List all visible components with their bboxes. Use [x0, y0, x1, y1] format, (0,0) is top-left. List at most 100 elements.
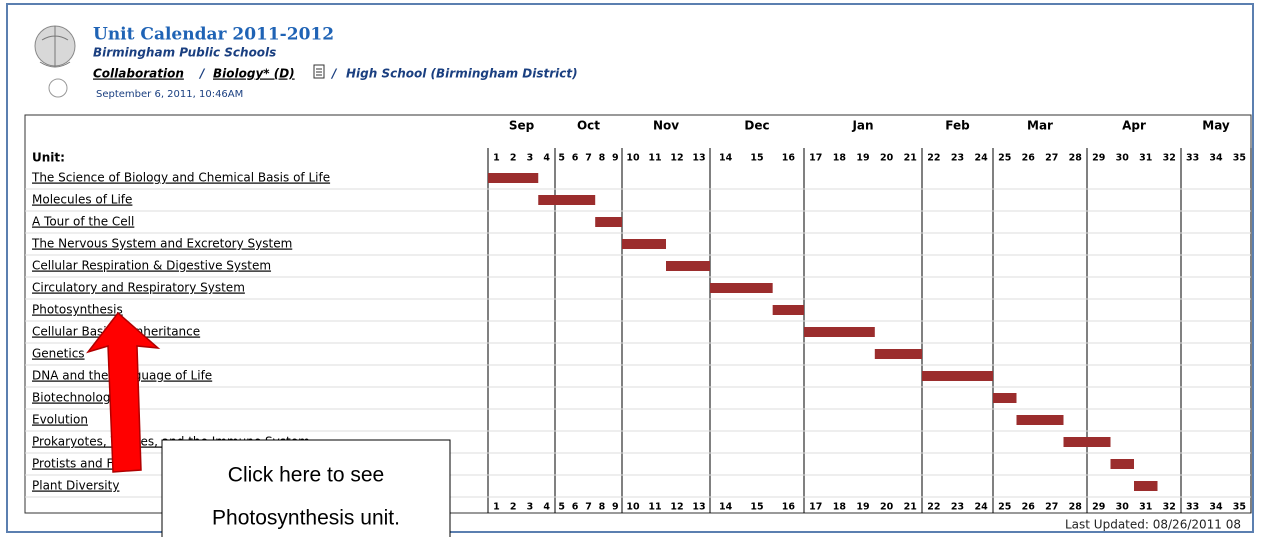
- unit-link[interactable]: Molecules of Life: [32, 193, 132, 207]
- month-label: Apr: [1122, 119, 1146, 133]
- unit-bar: [595, 217, 622, 227]
- week-number: 2: [510, 153, 517, 164]
- week-number: 33: [1186, 153, 1199, 164]
- week-number: 18: [833, 153, 847, 164]
- week-number: 29: [1092, 502, 1105, 513]
- week-number: 28: [1069, 153, 1083, 164]
- document-icon[interactable]: [314, 65, 324, 78]
- unit-link[interactable]: The Science of Biology and Chemical Basi…: [31, 171, 330, 185]
- week-number: 18: [833, 502, 847, 513]
- month-label: Dec: [744, 119, 769, 133]
- callout-text: Click here to see: [228, 464, 384, 487]
- week-number: 4: [543, 153, 550, 164]
- district: Birmingham Public Schools: [93, 46, 276, 60]
- week-number: 9: [612, 502, 619, 513]
- week-number: 24: [975, 502, 989, 513]
- unit-bar: [773, 305, 804, 315]
- week-number: 8: [599, 502, 606, 513]
- week-number: 31: [1139, 153, 1152, 164]
- unit-bar: [538, 195, 595, 205]
- unit-bar: [622, 239, 666, 249]
- unit-bar: [710, 283, 773, 293]
- week-number: 34: [1209, 502, 1223, 513]
- unit-link[interactable]: Genetics: [32, 347, 85, 361]
- week-number: 21: [904, 153, 917, 164]
- week-number: 17: [809, 502, 822, 513]
- week-number: 1: [493, 502, 500, 513]
- unit-bar: [1111, 459, 1135, 469]
- unit-bar: [804, 327, 875, 337]
- month-label: Mar: [1027, 119, 1053, 133]
- week-number: 11: [648, 153, 661, 164]
- week-number: 1: [493, 153, 500, 164]
- unit-link[interactable]: The Nervous System and Excretory System: [31, 237, 292, 251]
- week-number: 32: [1163, 153, 1176, 164]
- week-number: 15: [750, 153, 763, 164]
- week-number: 10: [626, 502, 640, 513]
- month-label: Sep: [509, 119, 535, 133]
- week-number: 5: [558, 502, 565, 513]
- month-label: Oct: [577, 119, 600, 133]
- week-number: 29: [1092, 153, 1105, 164]
- unit-link[interactable]: Circulatory and Respiratory System: [32, 281, 245, 295]
- week-number: 13: [692, 502, 705, 513]
- week-number: 13: [692, 153, 705, 164]
- week-number: 3: [527, 502, 534, 513]
- unit-link[interactable]: Evolution: [32, 413, 88, 427]
- week-number: 4: [543, 502, 550, 513]
- week-number: 28: [1069, 502, 1083, 513]
- week-number: 22: [927, 502, 940, 513]
- month-label: May: [1202, 119, 1230, 133]
- week-number: 21: [904, 502, 917, 513]
- week-number: 14: [719, 153, 733, 164]
- breadcrumb-link[interactable]: Biology* (D): [213, 67, 295, 81]
- breadcrumb-link[interactable]: Collaboration: [93, 67, 184, 81]
- week-number: 32: [1163, 502, 1176, 513]
- week-number: 12: [670, 153, 683, 164]
- last-updated: Last Updated: 08/26/2011 08: [1065, 518, 1241, 532]
- week-number: 27: [1045, 502, 1058, 513]
- unit-link[interactable]: Photosynthesis: [32, 303, 123, 317]
- week-number: 11: [648, 502, 661, 513]
- week-number: 7: [585, 153, 592, 164]
- week-number: 16: [782, 153, 796, 164]
- unit-bar: [875, 349, 922, 359]
- week-number: 9: [612, 153, 619, 164]
- unit-link[interactable]: Cellular Respiration & Digestive System: [32, 259, 271, 273]
- week-number: 26: [1022, 153, 1036, 164]
- week-number: 17: [809, 153, 822, 164]
- week-number: 34: [1209, 153, 1223, 164]
- week-number: 15: [750, 502, 763, 513]
- week-number: 25: [998, 502, 1011, 513]
- week-number: 25: [998, 153, 1011, 164]
- date: September 6, 2011, 10:46AM: [96, 89, 243, 100]
- week-number: 14: [719, 502, 733, 513]
- week-number: 23: [951, 502, 964, 513]
- week-number: 27: [1045, 153, 1058, 164]
- week-number: 16: [782, 502, 796, 513]
- week-number: 8: [599, 153, 606, 164]
- month-label: Jan: [851, 119, 873, 133]
- week-number: 22: [927, 153, 940, 164]
- unit-bar: [488, 173, 538, 183]
- title: Unit Calendar 2011-2012: [93, 25, 334, 45]
- month-label: Nov: [653, 119, 679, 133]
- unit-bar: [1017, 415, 1064, 425]
- week-number: 5: [558, 153, 565, 164]
- week-number: 12: [670, 502, 683, 513]
- week-number: 20: [880, 153, 894, 164]
- unit-bar: [1134, 481, 1158, 491]
- unit-link[interactable]: Plant Diversity: [32, 479, 119, 493]
- unit-bar: [666, 261, 710, 271]
- week-number: 3: [527, 153, 534, 164]
- breadcrumb-text: High School (Birmingham District): [346, 67, 578, 81]
- week-number: 2: [510, 502, 517, 513]
- unit-bar: [993, 393, 1017, 403]
- unit-link[interactable]: Biotechnology: [32, 391, 118, 405]
- week-number: 6: [572, 502, 579, 513]
- week-number: 19: [856, 153, 869, 164]
- week-number: 31: [1139, 502, 1152, 513]
- unit-bar: [1064, 437, 1111, 447]
- unit-link[interactable]: A Tour of the Cell: [32, 215, 134, 229]
- callout-text: Photosynthesis unit.: [212, 507, 400, 530]
